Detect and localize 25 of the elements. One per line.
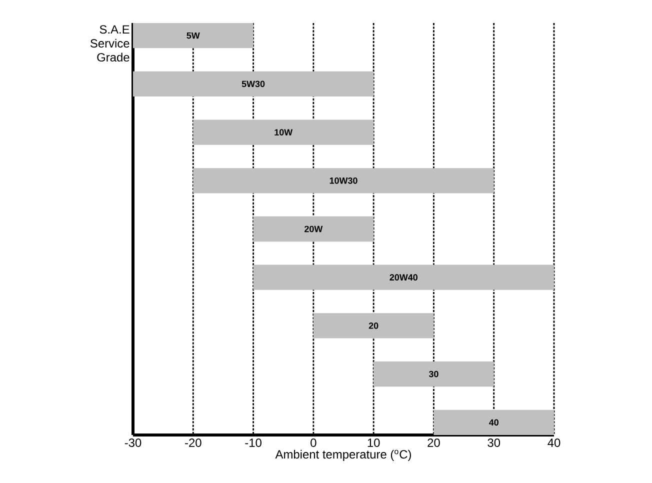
bar: [374, 362, 494, 387]
x-tick-label: -10: [245, 438, 262, 447]
bar: [193, 120, 374, 145]
x-tick-label: 40: [548, 438, 560, 447]
x-tick-label: 0: [310, 438, 316, 447]
bar: [193, 168, 494, 194]
y-tick-label: 5W30: [242, 80, 265, 88]
bar: [253, 216, 374, 242]
y-tick-label: 20W: [304, 226, 323, 232]
y-tick-label: 20W40: [390, 274, 418, 281]
x-tick-label: 20: [428, 438, 440, 447]
y-tick-label: 10W: [274, 129, 293, 136]
bar: [133, 71, 374, 97]
bar: [133, 23, 254, 48]
bar: [434, 410, 554, 436]
x-tick-label: 30: [488, 438, 500, 447]
x-tick-label: -20: [185, 438, 202, 447]
x-axis-title: Ambient temperature ($^{o}$C): [275, 450, 411, 461]
x-tick-label: -30: [124, 438, 142, 447]
bar: [313, 313, 434, 338]
x-tick-label: 10: [368, 438, 380, 447]
y-axis-title: S.A.E Service Grade: [90, 25, 130, 62]
bar: [253, 264, 554, 290]
y-tick-label: 10W30: [330, 177, 358, 184]
y-tick-label: 5W: [186, 32, 200, 39]
